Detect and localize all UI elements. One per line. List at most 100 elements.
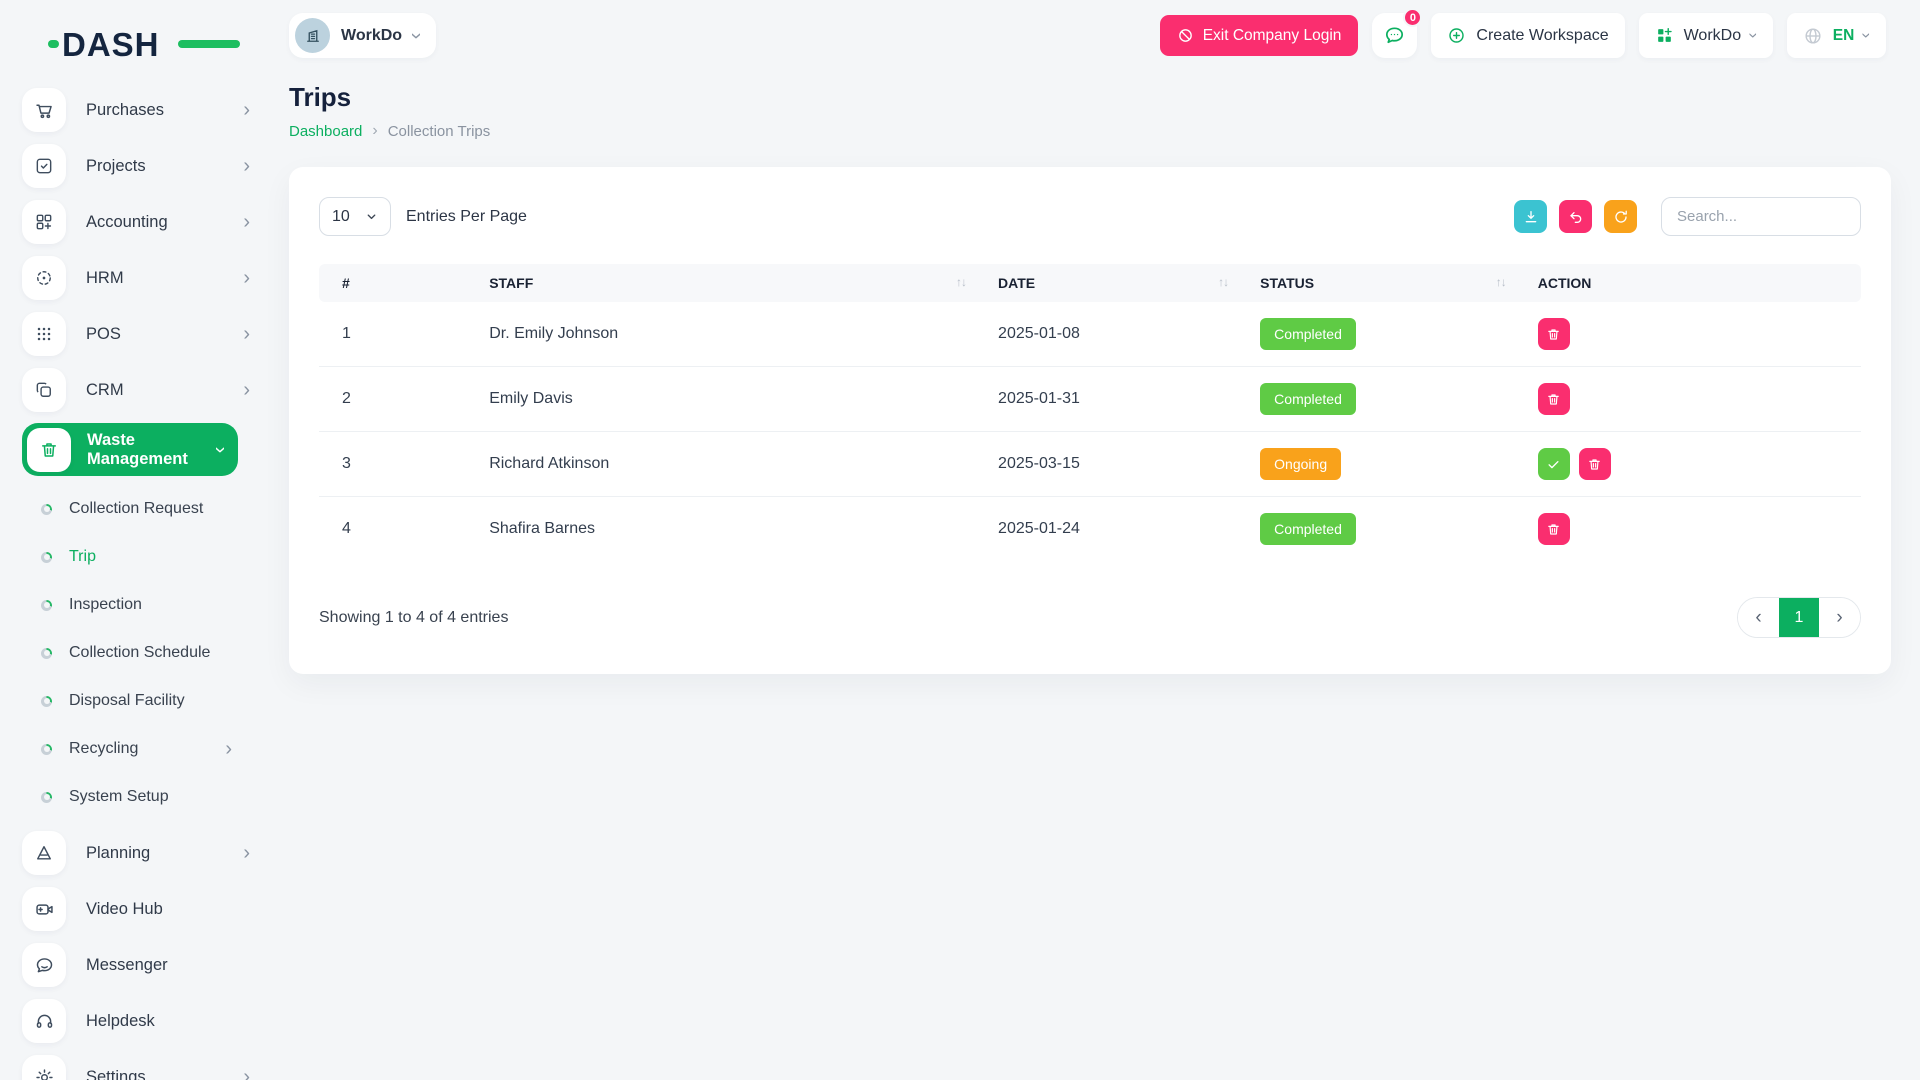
exit-company-login-button[interactable]: Exit Company Login: [1159, 15, 1359, 56]
create-workspace-button[interactable]: Create Workspace: [1431, 13, 1625, 58]
logo-bar-icon: [178, 40, 240, 48]
table-toolbar: 10 Entries Per Page: [319, 197, 1861, 236]
grid-icon: [1655, 26, 1674, 45]
delete-button[interactable]: [1578, 448, 1611, 480]
column-header-status[interactable]: STATUS ↑↓: [1244, 264, 1522, 302]
sidebar-subitem-disposal-facility[interactable]: Disposal Facility: [0, 677, 266, 725]
sidebar-item-label: Video Hub: [86, 899, 163, 918]
sidebar-subitem-trip[interactable]: Trip: [0, 533, 266, 581]
messages-button[interactable]: 0: [1372, 8, 1423, 58]
sidebar-item-pos[interactable]: POS: [22, 311, 250, 357]
sidebar-subitem-collection-schedule[interactable]: Collection Schedule: [0, 629, 266, 677]
workspace-selector[interactable]: WorkDo: [289, 13, 436, 58]
sidebar-item-label: Helpdesk: [86, 1011, 155, 1030]
subitem-label: Recycling: [69, 740, 139, 757]
trip-date: 2025-01-31: [982, 366, 1245, 432]
video-icon: [22, 887, 66, 931]
column-header-staff[interactable]: STAFF ↑↓: [473, 264, 983, 302]
sidebar-item-messenger[interactable]: Messenger: [22, 942, 250, 988]
chevron-right-icon: [243, 1067, 250, 1080]
trips-card: 10 Entries Per Page: [289, 167, 1891, 674]
app-switcher-dropdown[interactable]: WorkDo: [1638, 13, 1773, 58]
sidebar-item-projects[interactable]: Projects: [22, 143, 250, 189]
chevron-right-icon: [243, 268, 250, 288]
pagination-prev-button[interactable]: ‹: [1738, 598, 1779, 637]
sidebar-item-video-hub[interactable]: Video Hub: [22, 886, 250, 932]
prism-icon: [22, 831, 66, 875]
delete-button[interactable]: [1537, 318, 1570, 350]
status-badge: Completed: [1260, 513, 1356, 545]
sidebar-subitem-inspection[interactable]: Inspection: [0, 581, 266, 629]
undo-icon: [1568, 209, 1584, 225]
dot-icon: [41, 791, 52, 803]
message-icon: [22, 943, 66, 987]
sort-icon[interactable]: ↑↓: [1495, 275, 1507, 289]
sidebar-subitem-system-setup[interactable]: System Setup: [0, 773, 266, 821]
delete-button[interactable]: [1537, 513, 1570, 545]
table-row: 3 Richard Atkinson 2025-03-15 Ongoing: [319, 431, 1861, 497]
dot-icon: [41, 647, 52, 659]
sidebar-item-planning[interactable]: Planning: [22, 830, 250, 876]
language-label: EN: [1832, 26, 1855, 44]
row-number: 2: [319, 366, 474, 432]
delete-button[interactable]: [1537, 383, 1570, 415]
row-number: 1: [342, 325, 351, 342]
sidebar-item-hrm[interactable]: HRM: [22, 255, 250, 301]
dot-icon: [41, 695, 52, 707]
breadcrumb-separator: ›: [372, 122, 378, 139]
sidebar-item-crm[interactable]: CRM: [22, 367, 250, 413]
logo-dash-icon: [48, 40, 59, 48]
sidebar-item-label: CRM: [86, 380, 124, 399]
main-area: WorkDo Exit Company Login 0: [266, 0, 1920, 1080]
trash-icon: [1587, 457, 1602, 472]
trash-icon: [1546, 392, 1561, 407]
dot-icon: [41, 743, 52, 755]
messages-count-badge: 0: [1403, 8, 1423, 27]
staff-name: Dr. Emily Johnson: [489, 325, 619, 342]
copy-icon: [22, 368, 66, 412]
subitem-label: Disposal Facility: [69, 692, 185, 709]
globe-icon: [1803, 26, 1823, 46]
column-header-date[interactable]: DATE ↑↓: [982, 264, 1245, 302]
sidebar-item-waste-management[interactable]: Waste Management: [22, 423, 238, 476]
brand-logo[interactable]: DASH: [48, 26, 240, 63]
sidebar-item-accounting[interactable]: Accounting: [22, 199, 250, 245]
sidebar-item-settings[interactable]: Settings: [22, 1054, 250, 1080]
trash-icon: [1546, 327, 1561, 342]
sidebar-subitem-recycling[interactable]: Recycling: [0, 725, 266, 773]
status-badge: Completed: [1260, 318, 1356, 350]
sort-icon[interactable]: ↑↓: [1218, 275, 1229, 289]
breadcrumb-dashboard-link[interactable]: Dashboard: [289, 122, 363, 140]
sidebar-item-label: Purchases: [86, 100, 164, 119]
undo-button[interactable]: [1559, 200, 1592, 233]
logo-text: DASH: [62, 26, 160, 63]
column-header-num: #: [319, 264, 474, 302]
sidebar-subitem-collection-request[interactable]: Collection Request: [0, 485, 266, 533]
refresh-button[interactable]: [1604, 200, 1637, 233]
approve-button[interactable]: [1537, 448, 1570, 480]
workspace-name: WorkDo: [341, 26, 403, 44]
pagination-next-button[interactable]: ›: [1819, 598, 1860, 637]
sidebar-item-helpdesk[interactable]: Helpdesk: [22, 998, 250, 1044]
sidebar: DASH Purchases Projects: [0, 0, 266, 1080]
app-switcher-label: WorkDo: [1683, 26, 1742, 44]
export-button[interactable]: [1514, 200, 1547, 233]
sort-icon[interactable]: ↑↓: [956, 275, 967, 289]
trash-icon: [1546, 522, 1561, 537]
sidebar-item-label: Projects: [86, 156, 146, 175]
pagination-page-1[interactable]: 1: [1779, 598, 1819, 637]
trip-date: 2025-01-08: [998, 325, 1080, 342]
row-number: 4: [319, 496, 474, 561]
sidebar-item-purchases[interactable]: Purchases: [22, 87, 250, 133]
trip-date: 2025-01-24: [982, 496, 1245, 561]
chevron-right-icon: [243, 380, 250, 400]
search-input[interactable]: [1661, 197, 1861, 236]
subitem-label: System Setup: [69, 788, 169, 805]
trash-icon: [27, 427, 71, 472]
sidebar-item-label: Settings: [86, 1067, 146, 1080]
sidebar-item-label: Messenger: [86, 955, 168, 974]
entries-per-page-select[interactable]: 10: [319, 197, 391, 236]
chat-bubble-icon: [1383, 24, 1406, 47]
language-dropdown[interactable]: EN: [1786, 13, 1886, 58]
